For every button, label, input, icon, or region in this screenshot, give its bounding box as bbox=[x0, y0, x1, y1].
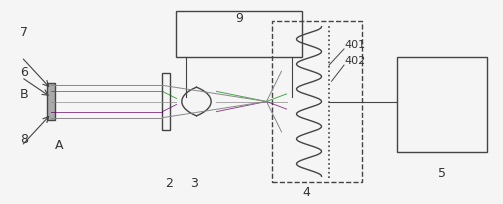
Bar bbox=[177, 11, 301, 58]
Text: B: B bbox=[20, 88, 28, 101]
Text: 6: 6 bbox=[20, 66, 28, 79]
Text: 402: 402 bbox=[344, 56, 365, 66]
Text: 7: 7 bbox=[20, 26, 28, 39]
Text: 3: 3 bbox=[190, 177, 198, 190]
Bar bbox=[47, 84, 55, 120]
Text: 9: 9 bbox=[235, 12, 243, 24]
Text: 4: 4 bbox=[303, 185, 310, 197]
Text: 8: 8 bbox=[20, 132, 28, 145]
Bar bbox=[272, 21, 362, 183]
Text: 2: 2 bbox=[165, 177, 173, 190]
Text: 5: 5 bbox=[438, 166, 446, 180]
Text: A: A bbox=[55, 138, 63, 151]
Bar bbox=[396, 58, 486, 152]
Text: 401: 401 bbox=[344, 40, 365, 50]
Bar bbox=[162, 74, 171, 130]
